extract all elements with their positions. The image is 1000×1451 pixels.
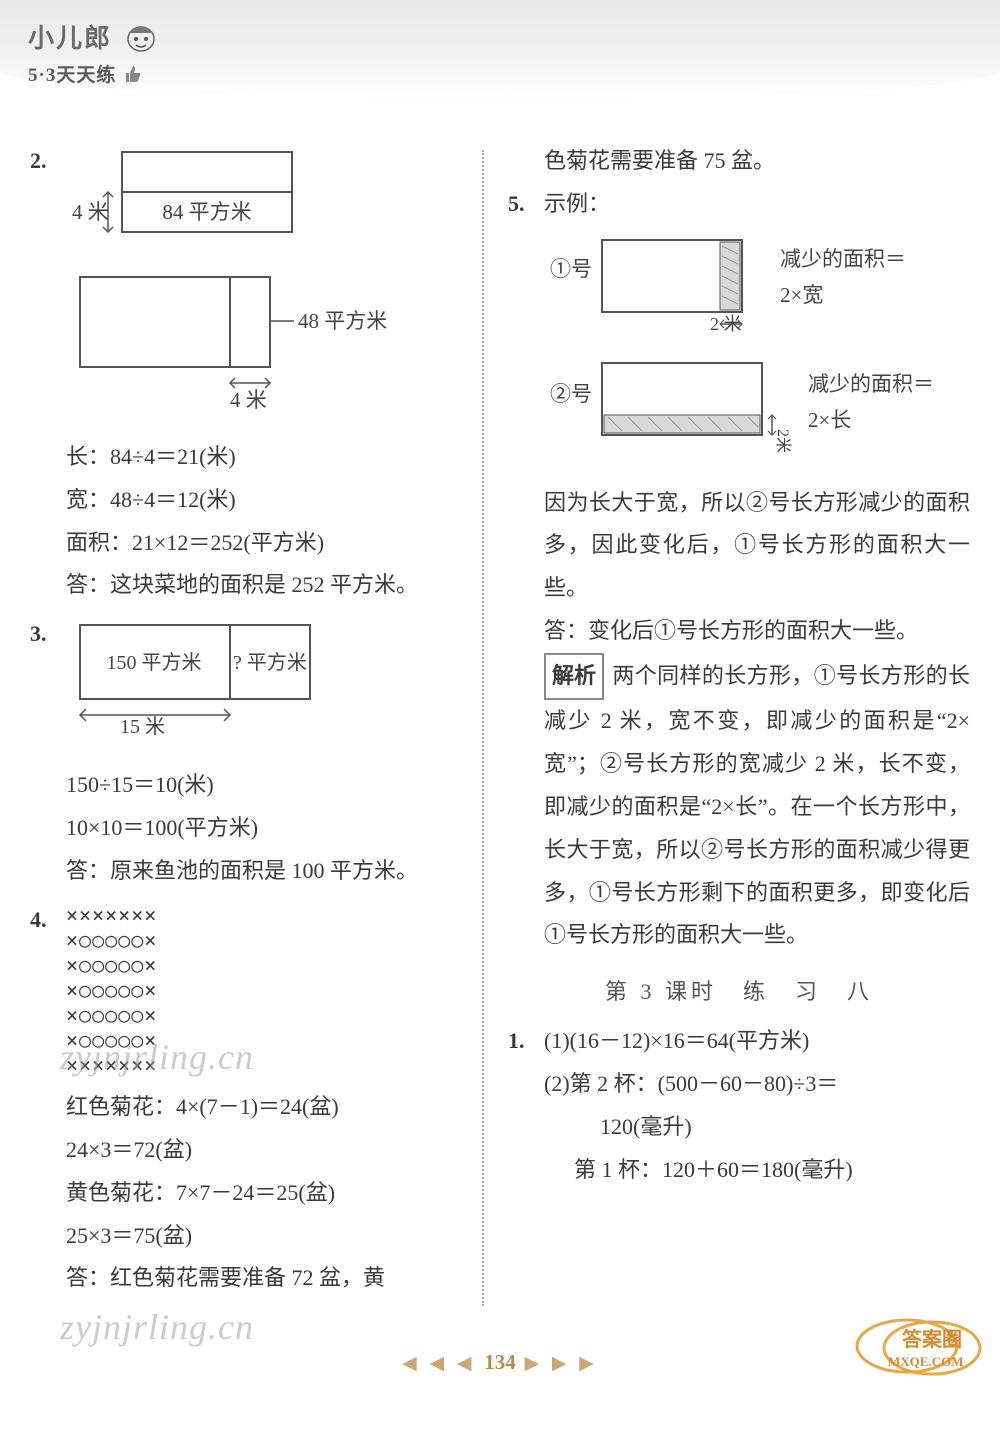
badge-text2: MXQE.COM: [888, 1354, 963, 1369]
nq1-line1: (1)(16－12)×16＝64(平方米): [544, 1020, 970, 1063]
section-title: 第 3 课时 练 习 八: [508, 971, 970, 1014]
q5-body2: 答：变化后①号长方形的面积大一些。: [544, 610, 970, 653]
q3-line3: 答：原来鱼池的面积是 100 平方米。: [66, 850, 458, 893]
q3-bottom-label: 15 米: [120, 715, 165, 738]
nq1-line2b: 120(毫升): [544, 1106, 970, 1149]
q5-intro: 示例：: [544, 183, 970, 226]
q4-line4: 25×3＝75(盆): [66, 1215, 458, 1258]
nq1-number: 1.: [508, 1020, 544, 1192]
q3-number: 3.: [30, 613, 66, 893]
q2d2-area: 48 平方米: [298, 309, 387, 333]
q5-diagram-2: ②号 2米 减少的面积＝: [550, 357, 970, 472]
q5d2-rt2: 2×长: [808, 408, 851, 432]
q2-diagram-1: 84 平方米 4 米: [72, 146, 458, 261]
q3-diagram: 150 平方米 ? 平方米 15 米: [72, 619, 458, 754]
page-footer: ◀ ◀ ◀ 134 ▶ ▶ ▶: [0, 1336, 1000, 1401]
q5-body1: 因为长大于宽，所以②号长方形减少的面积多，因此变化后，①号长方形的面积大一些。: [544, 482, 970, 611]
q5-diagram-1: ①号 2 米 减少的面积＝ 2×宽: [550, 232, 970, 347]
nq1-line3: 第 1 杯：120＋60＝180(毫升): [544, 1149, 970, 1192]
q2-line2: 宽：48÷4＝12(米): [66, 479, 458, 522]
brand-subtitle-text: 5·3天天练: [28, 65, 116, 86]
q3-left-label: 150 平方米: [107, 651, 202, 674]
q5d1-rt2: 2×宽: [780, 283, 823, 307]
content-area: 2. 84 平方米 4 米: [0, 100, 1000, 1336]
q5d1-2m: 2 米: [710, 314, 742, 332]
page-header: 小儿郎 5·3天天练: [0, 0, 1000, 100]
q5d2-rt1: 减少的面积＝: [808, 372, 934, 396]
footer-left-arrows: ◀ ◀ ◀: [402, 1353, 475, 1374]
q4-line3: 黄色菊花：7×7－24＝25(盆): [66, 1172, 458, 1215]
q3-line2: 10×10＝100(平方米): [66, 807, 458, 850]
brand-title: 小儿郎: [28, 18, 159, 60]
q3-right-label: ? 平方米: [233, 651, 307, 674]
q4-pattern: ××××××××○○○○○××○○○○○××○○○○○××○○○○○××○○○○…: [66, 903, 458, 1078]
brand-title-text: 小儿郎: [28, 24, 112, 53]
q4-line2: 24×3＝72(盆): [66, 1129, 458, 1172]
nq1-line2: (2)第 2 杯：(500－60－80)÷3＝: [544, 1063, 970, 1106]
next-question-1: 1. (1)(16－12)×16＝64(平方米) (2)第 2 杯：(500－6…: [508, 1020, 970, 1192]
q5d2-badge: ②号: [550, 382, 592, 406]
question-4: 4. ××××××××○○○○○××○○○○○××○○○○○××○○○○○××○…: [30, 899, 458, 1300]
cartoon-face-icon: [123, 23, 159, 60]
corner-badge: 答案圈 MXQE.COM: [852, 1316, 982, 1383]
q2-line3: 面积：21×12＝252(平方米): [66, 522, 458, 565]
question-3: 3. 150 平方米 ? 平方米 15 米 150÷15＝10(米) 1: [30, 613, 458, 893]
q2d1-height: 4 米: [72, 200, 109, 224]
footer-right-arrows: ▶ ▶ ▶: [525, 1353, 598, 1374]
page-number: 134: [484, 1350, 516, 1374]
brand-subtitle: 5·3天天练: [28, 60, 159, 87]
q5d1-badge: ①号: [550, 257, 592, 281]
q2-line1: 长：84÷4＝21(米): [66, 436, 458, 479]
q2-diagram-2: 48 平方米 4 米: [72, 271, 458, 426]
q2-line4: 答：这块菜地的面积是 252 平方米。: [66, 564, 458, 607]
brand-box: 小儿郎 5·3天天练: [28, 18, 159, 87]
badge-text1: 答案圈: [902, 1327, 962, 1351]
q4-line1: 红色菊花：4×(7－1)＝24(盆): [66, 1086, 458, 1129]
left-column: 2. 84 平方米 4 米: [30, 140, 482, 1306]
q3-line1: 150÷15＝10(米): [66, 764, 458, 807]
q2d2-width: 4 米: [230, 388, 267, 411]
q4-line5: 答：红色菊花需要准备 72 盆，黄: [66, 1257, 458, 1300]
q4-number: 4.: [30, 899, 66, 1300]
q5d1-rt1: 减少的面积＝: [780, 247, 906, 271]
analysis-label: 解析: [544, 653, 604, 700]
right-column: 色菊花需要准备 75 盆。 5. 示例： ①号: [484, 140, 970, 1306]
thumbs-up-icon: [122, 65, 142, 86]
q5-analysis: 两个同样的长方形，①号长方形的长减少 2 米，宽不变，即减少的面积是“2×宽”；…: [544, 663, 970, 947]
q5d2-2m: 2米: [774, 429, 792, 453]
q2-number: 2.: [30, 140, 66, 607]
q5-number: 5.: [508, 183, 544, 957]
q2d1-area: 84 平方米: [162, 200, 251, 224]
question-5: 5. 示例： ①号: [508, 183, 970, 957]
question-2: 2. 84 平方米 4 米: [30, 140, 458, 607]
q4-continuation: 色菊花需要准备 75 盆。: [508, 140, 970, 183]
